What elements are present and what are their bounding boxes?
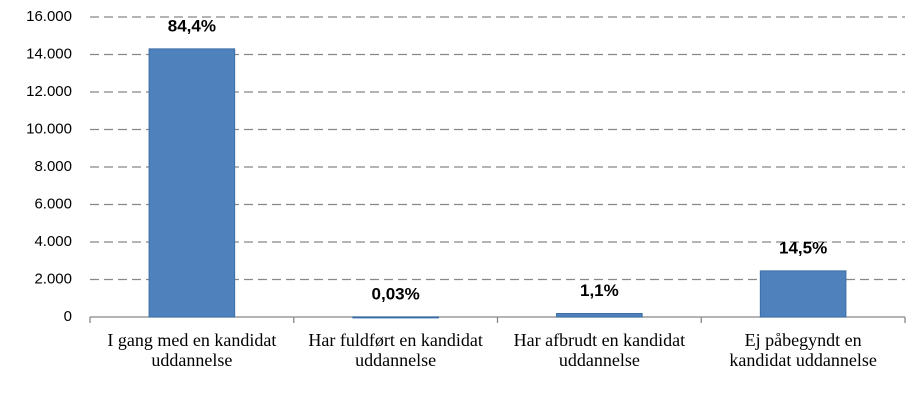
y-tick-label: 16.000	[26, 8, 72, 25]
y-tick-label: 12.000	[26, 83, 72, 100]
y-tick-label: 6.000	[34, 195, 72, 212]
x-tick-label: Har fuldført en kandidat uddannelse	[308, 330, 483, 370]
x-tick-label: I gang med en kandidat uddannelse	[107, 330, 277, 370]
bar	[148, 48, 236, 318]
bar	[556, 313, 643, 318]
data-label: 84,4%	[168, 16, 216, 35]
bar	[352, 316, 439, 319]
y-tick-label: 14.000	[26, 45, 72, 62]
x-tick-label: Har afbrudt en kandidat uddannelse	[513, 330, 686, 370]
y-tick-label: 2.000	[34, 270, 72, 287]
data-label: 1,1%	[580, 281, 619, 300]
data-label: 14,5%	[779, 238, 827, 257]
y-tick-label: 4.000	[34, 233, 72, 250]
y-tick-label: 10.000	[26, 120, 72, 137]
x-tick-label: Ej påbegyndt en kandidat uddannelse	[729, 330, 877, 370]
bar	[759, 270, 847, 318]
y-tick-label: 0	[64, 308, 72, 325]
y-tick-label: 8.000	[34, 158, 72, 175]
data-label: 0,03%	[372, 284, 420, 303]
